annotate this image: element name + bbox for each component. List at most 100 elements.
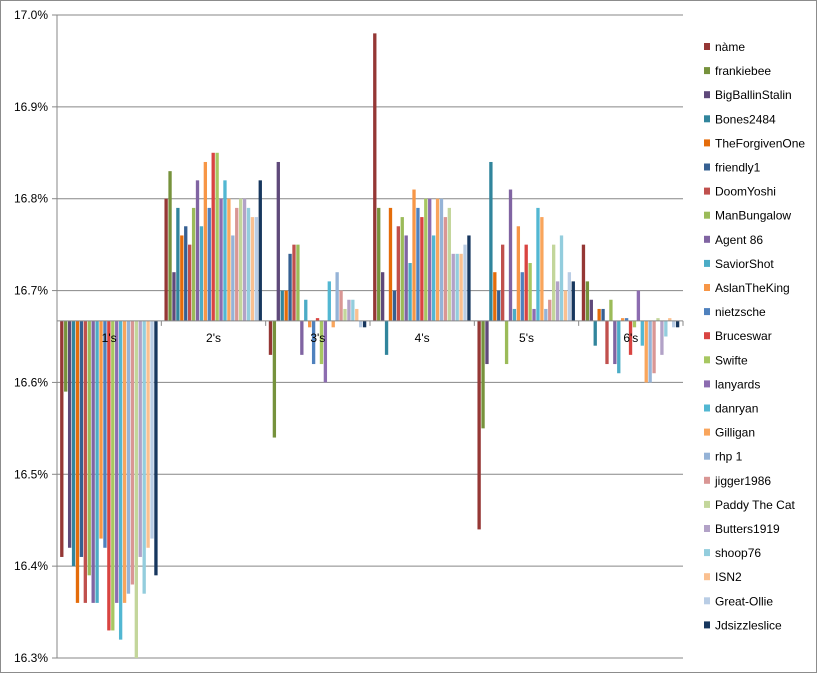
bar — [339, 290, 343, 321]
axes: 16.3% 16.4% 16.5% 16.6% 16.7% 16.8% 16.9% 17.0%… — [14, 8, 684, 665]
bar — [439, 198, 444, 321]
bars — [60, 33, 680, 658]
bar — [640, 320, 644, 346]
x-tick-label: 4's — [415, 331, 430, 345]
bar — [184, 226, 188, 321]
bar — [111, 320, 115, 631]
bar — [652, 320, 656, 374]
bar — [172, 272, 176, 321]
legend-swatch — [704, 67, 710, 75]
bar — [660, 320, 664, 355]
legend-label: nàme — [715, 40, 745, 54]
legend-swatch — [704, 284, 710, 291]
bar — [589, 299, 593, 321]
bar — [115, 320, 119, 603]
legend-swatch — [704, 43, 710, 50]
bar — [168, 171, 172, 321]
legend-label: danryan — [715, 402, 758, 416]
bar — [130, 320, 135, 585]
y-tick-label: 16.3% — [14, 651, 48, 665]
legend-swatch — [704, 235, 710, 243]
y-tick-label: 16.9% — [14, 100, 48, 114]
x-tick-label: 6's — [623, 331, 638, 345]
bar — [431, 235, 436, 321]
bar — [504, 320, 509, 365]
y-tick-label: 16.7% — [14, 284, 48, 298]
legend-swatch — [704, 428, 710, 436]
bar — [656, 318, 660, 321]
bar — [524, 244, 528, 321]
bar — [581, 244, 586, 321]
bar — [315, 318, 320, 321]
legend-label: jigger1986 — [714, 474, 771, 488]
legend-label: Paddy The Cat — [715, 498, 795, 512]
legend-label: ISN2 — [715, 570, 742, 584]
legend-label: Jdsizzleslice — [715, 618, 782, 632]
bar — [451, 253, 455, 321]
bar — [675, 320, 680, 328]
legend-swatch — [704, 452, 710, 460]
bar — [195, 180, 200, 321]
bar — [122, 320, 127, 603]
bar — [126, 320, 131, 594]
bar — [467, 235, 471, 321]
legend-swatch — [704, 621, 710, 629]
bar — [268, 320, 273, 355]
bar — [408, 263, 412, 321]
bar — [559, 235, 564, 321]
bar — [477, 320, 481, 530]
bar — [296, 244, 300, 321]
bar — [497, 290, 501, 321]
bar — [617, 320, 621, 374]
legend-swatch — [704, 211, 710, 219]
bar — [272, 320, 277, 438]
legend-swatch — [704, 91, 710, 99]
legend-swatch — [704, 308, 710, 316]
bar — [150, 320, 154, 539]
bar — [605, 320, 609, 365]
bar — [99, 320, 103, 539]
bar — [609, 299, 613, 321]
bar — [188, 244, 192, 321]
x-tick-label: 5's — [519, 331, 534, 345]
bar — [284, 290, 288, 321]
legend-swatch — [704, 163, 710, 171]
bar — [254, 217, 259, 321]
bar — [528, 263, 532, 321]
bar — [532, 308, 536, 321]
legend-label: lanyards — [715, 377, 760, 391]
legend-label: friendly1 — [715, 161, 761, 175]
bar — [319, 320, 324, 365]
legend-swatch — [704, 332, 710, 340]
legend-label: Bones2484 — [715, 112, 776, 126]
bar — [392, 290, 397, 321]
bar — [613, 320, 617, 365]
bar — [435, 198, 440, 321]
bar — [516, 226, 521, 321]
bar — [250, 217, 255, 321]
bar — [67, 320, 72, 548]
bar — [520, 272, 524, 321]
bar — [585, 281, 590, 321]
legend: nàme frankiebee BigBallinStalin Bones2484 Th… — [704, 40, 805, 632]
bar — [164, 198, 168, 321]
legend-swatch — [704, 597, 710, 605]
bar — [180, 235, 184, 321]
bar — [107, 320, 111, 631]
legend-label: Gilligan — [715, 426, 755, 440]
bar — [215, 152, 219, 321]
bar — [60, 320, 64, 557]
legend-swatch — [704, 500, 710, 508]
legend-label: SaviorShot — [715, 257, 774, 271]
bar — [362, 320, 367, 328]
bar — [555, 281, 560, 321]
bar — [540, 217, 544, 321]
bar — [551, 244, 556, 321]
bar — [223, 180, 227, 321]
legend-label: Great-Ollie — [715, 594, 773, 608]
bar — [396, 226, 400, 321]
bar — [512, 308, 517, 321]
bar — [672, 320, 676, 328]
bar — [292, 244, 296, 321]
legend-swatch — [704, 573, 710, 581]
